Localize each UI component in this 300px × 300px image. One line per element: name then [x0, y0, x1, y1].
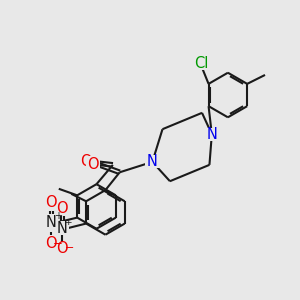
Bar	[192, 59, 211, 70]
Text: −: −	[64, 243, 74, 253]
Text: O: O	[46, 236, 57, 251]
Text: N: N	[57, 220, 68, 236]
Text: Cl: Cl	[194, 56, 208, 70]
Bar	[145, 155, 160, 168]
Text: O: O	[88, 157, 99, 172]
Bar	[205, 128, 219, 141]
Text: +: +	[64, 218, 72, 227]
Text: −: −	[53, 237, 63, 250]
Text: O: O	[56, 241, 68, 256]
Text: N: N	[147, 154, 158, 169]
Bar	[56, 205, 69, 215]
Text: O: O	[80, 154, 92, 169]
Text: +: +	[54, 212, 62, 221]
Text: N: N	[46, 215, 57, 230]
Text: O: O	[46, 195, 57, 210]
Bar	[56, 221, 69, 235]
Text: N: N	[206, 127, 217, 142]
Bar	[56, 242, 69, 253]
Text: O: O	[56, 201, 68, 216]
